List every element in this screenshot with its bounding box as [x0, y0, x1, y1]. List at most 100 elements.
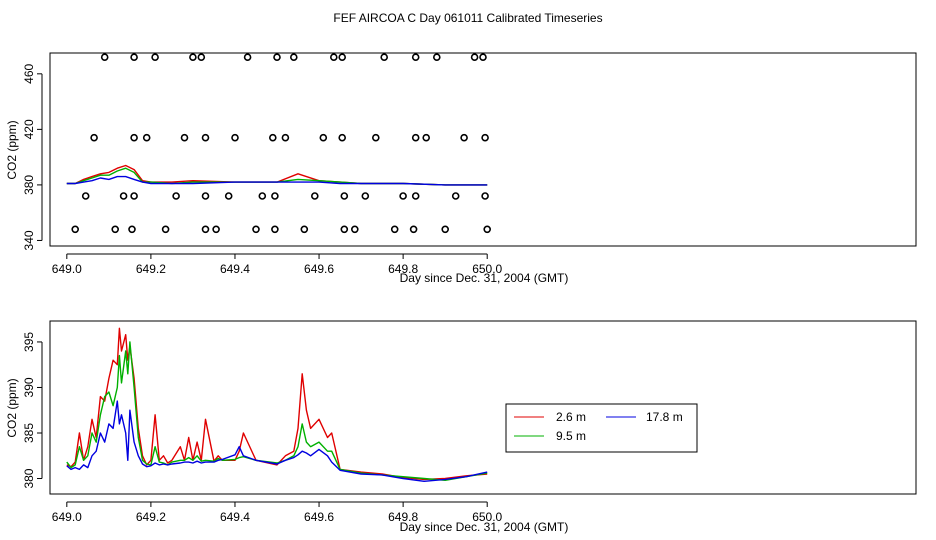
- x-tick-label: 649.6: [304, 262, 334, 276]
- calibration-point: [231, 133, 239, 142]
- calibration-point: [130, 53, 138, 62]
- calibration-point: [350, 225, 359, 234]
- y-tick-label: 380: [22, 175, 36, 195]
- calibration-point: [371, 133, 380, 142]
- calibration-point: [268, 133, 277, 142]
- calibration-point: [71, 225, 79, 234]
- calibration-point: [422, 133, 431, 142]
- calibration-point: [483, 225, 492, 234]
- calibration-point: [189, 53, 197, 62]
- top-axes: 649.0 649.2 649.4 649.6 649.8 650.0 340 380 420 4…: [22, 63, 502, 276]
- top-calibration-points: [71, 53, 492, 234]
- top-x-axis-label: Day since Dec. 31, 2004 (GMT): [400, 271, 569, 285]
- top-panel: 649.0 649.2 649.4 649.6 649.8 650.0 340 380 420 4…: [5, 52, 917, 285]
- x-tick-label: 649.0: [52, 510, 82, 524]
- y-tick-label: 390: [22, 377, 36, 397]
- calibration-point: [90, 133, 98, 142]
- calibration-point: [470, 53, 479, 62]
- legend: 2.6 m 9.5 m 17.8 m: [505, 403, 698, 453]
- calibration-point: [399, 192, 407, 200]
- calibration-point: [258, 192, 267, 200]
- calibration-point: [319, 133, 328, 142]
- calibration-point: [411, 53, 420, 62]
- calibration-point: [310, 192, 319, 200]
- calibration-point: [289, 53, 298, 62]
- x-tick-label: 649.2: [136, 510, 166, 524]
- series-line-17-8-m: [66, 400, 488, 482]
- top-series: [66, 164, 488, 186]
- calibration-point: [119, 192, 128, 200]
- calibration-point: [432, 53, 441, 62]
- bottom-x-axis-label: Day since Dec. 31, 2004 (GMT): [400, 520, 569, 534]
- calibration-point: [361, 192, 370, 200]
- calibration-point: [481, 133, 489, 142]
- calibration-point: [338, 133, 347, 142]
- calibration-point: [243, 53, 252, 62]
- bottom-plot-frame: [49, 320, 917, 495]
- calibration-point: [273, 53, 281, 62]
- calibration-point: [411, 192, 420, 200]
- calibration-point: [481, 192, 489, 200]
- y-tick-label: 380: [22, 468, 36, 488]
- calibration-point: [409, 225, 418, 234]
- calibration-point: [161, 225, 170, 234]
- legend-box: [505, 403, 698, 453]
- y-tick-label: 420: [22, 119, 36, 139]
- calibration-point: [411, 133, 420, 142]
- series-line-17-8-m: [66, 175, 488, 186]
- calibration-point: [460, 133, 468, 142]
- y-tick-label: 395: [22, 332, 36, 352]
- calibration-point: [338, 53, 347, 62]
- series-line-2-6-m: [66, 327, 488, 481]
- calibration-point: [441, 225, 450, 234]
- calibration-point: [300, 225, 309, 234]
- calibration-point: [201, 225, 210, 234]
- x-tick-label: 650.0: [472, 510, 502, 524]
- x-tick-label: 650.0: [472, 262, 502, 276]
- calibration-point: [340, 192, 349, 200]
- calibration-point: [340, 225, 349, 234]
- top-plot-frame: [49, 52, 917, 247]
- x-tick-label: 649.4: [220, 510, 250, 524]
- calibration-point: [224, 192, 233, 200]
- calibration-point: [212, 225, 220, 234]
- calibration-point: [271, 225, 279, 234]
- calibration-point: [271, 192, 279, 200]
- calibration-point: [100, 53, 109, 62]
- calibration-point: [281, 133, 290, 142]
- bottom-axes: 649.0 649.2 649.4 649.6 649.8 650.0 380 385 390 3…: [22, 332, 502, 524]
- x-tick-label: 649.2: [136, 262, 166, 276]
- x-tick-label: 649.8: [388, 510, 418, 524]
- y-tick-label: 340: [22, 230, 36, 250]
- legend-label-9-5m: 9.5 m: [556, 429, 586, 443]
- calibration-point: [252, 225, 260, 234]
- top-y-axis-label: CO2 (ppm): [5, 120, 19, 179]
- calibration-point: [329, 53, 338, 62]
- y-tick-label: 460: [22, 63, 36, 83]
- calibration-point: [197, 53, 206, 62]
- chart-title: FEF AIRCOA C Day 061011 Calibrated Times…: [333, 11, 602, 25]
- calibration-point: [81, 192, 90, 200]
- bottom-panel: 649.0 649.2 649.4 649.6 649.8 650.0 380 385 390 3…: [5, 320, 917, 534]
- calibration-point: [130, 133, 138, 142]
- series-line-9-5-m: [66, 341, 488, 481]
- calibration-point: [201, 133, 210, 142]
- y-tick-label: 385: [22, 423, 36, 443]
- calibration-point: [451, 192, 460, 200]
- calibration-point: [130, 192, 138, 200]
- bottom-y-axis-label: CO2 (ppm): [5, 378, 19, 437]
- bottom-series: [66, 327, 488, 482]
- calibration-point: [479, 53, 487, 62]
- x-tick-label: 649.4: [220, 262, 250, 276]
- calibration-point: [380, 53, 389, 62]
- calibration-point: [390, 225, 399, 234]
- calibration-point: [201, 192, 210, 200]
- legend-label-2-6m: 2.6 m: [556, 410, 586, 424]
- calibration-point: [172, 192, 180, 200]
- x-tick-label: 649.8: [388, 262, 418, 276]
- x-tick-label: 649.0: [52, 262, 82, 276]
- x-tick-label: 649.6: [304, 510, 334, 524]
- calibration-point: [128, 225, 136, 234]
- calibration-point: [142, 133, 151, 142]
